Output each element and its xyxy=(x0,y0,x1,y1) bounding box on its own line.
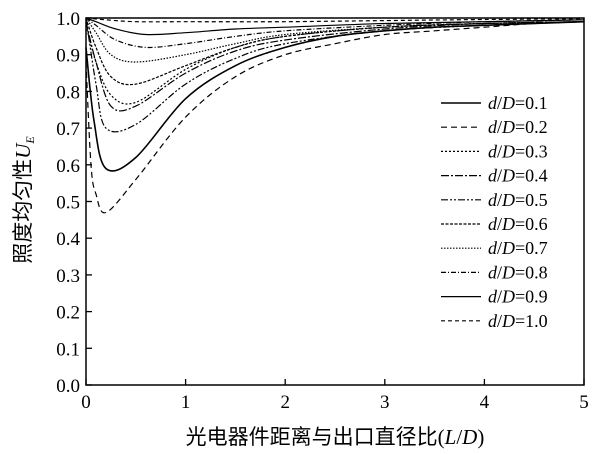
y-tick-label: 0.7 xyxy=(56,119,80,140)
x-tick-label: 0 xyxy=(81,392,91,413)
y-tick-label: 0.0 xyxy=(56,376,80,397)
y-tick-label: 0.9 xyxy=(56,46,80,67)
y-tick-label: 1.0 xyxy=(56,9,80,30)
x-tick-label: 5 xyxy=(579,392,589,413)
legend-label: d/D=0.2 xyxy=(488,117,548,137)
series-line-8 xyxy=(85,17,585,49)
series-line-6 xyxy=(85,17,585,86)
legend-label: d/D=0.7 xyxy=(488,238,548,258)
legend-label: d/D=0.9 xyxy=(488,287,548,307)
legend: d/D=0.1 d/D=0.2 d/D=0.3 d/D=0.4 d/D=0.5 d/D=0… xyxy=(441,93,548,331)
legend-label: d/D=0.8 xyxy=(488,262,548,282)
y-tick-label: 0.2 xyxy=(56,303,80,324)
x-tick-label: 2 xyxy=(280,392,290,413)
legend-label: d/D=0.4 xyxy=(488,166,548,186)
series-line-9 xyxy=(85,17,585,36)
series-line-5 xyxy=(85,17,585,133)
series-line-10 xyxy=(85,17,585,23)
x-axis-title: 光电器件距离与出口直径比(L/D) xyxy=(186,425,485,449)
series-lines xyxy=(85,17,585,214)
legend-label: d/D=0.3 xyxy=(488,141,548,161)
y-tick-label: 0.4 xyxy=(56,229,80,250)
legend-label: d/D=0.5 xyxy=(488,190,548,210)
series-line-7 xyxy=(85,17,585,63)
series-line-2 xyxy=(85,21,585,214)
y-tick-label: 0.5 xyxy=(56,193,80,214)
x-tick-label: 1 xyxy=(181,392,191,413)
y-tick-label: 0.6 xyxy=(56,156,80,177)
legend-label: d/D=1.0 xyxy=(488,311,548,331)
y-tick-label: 0.8 xyxy=(56,82,80,103)
y-axis-title: 照度均匀性UE xyxy=(11,136,37,264)
x-tick-label: 4 xyxy=(480,392,490,413)
x-tick-label: 3 xyxy=(380,392,390,413)
legend-label: d/D=0.6 xyxy=(488,214,548,234)
y-tick-label: 0.1 xyxy=(56,339,80,360)
y-tick-label: 0.3 xyxy=(56,266,80,287)
axis-ticks: 0 1 2 3 4 5 0.0 0.1 0.2 0.3 0.4 0.5 0.6 0.7 0.8 0.9 1.0 xyxy=(56,9,589,413)
series-line-1 xyxy=(85,20,585,172)
legend-label: d/D=0.1 xyxy=(488,93,548,113)
